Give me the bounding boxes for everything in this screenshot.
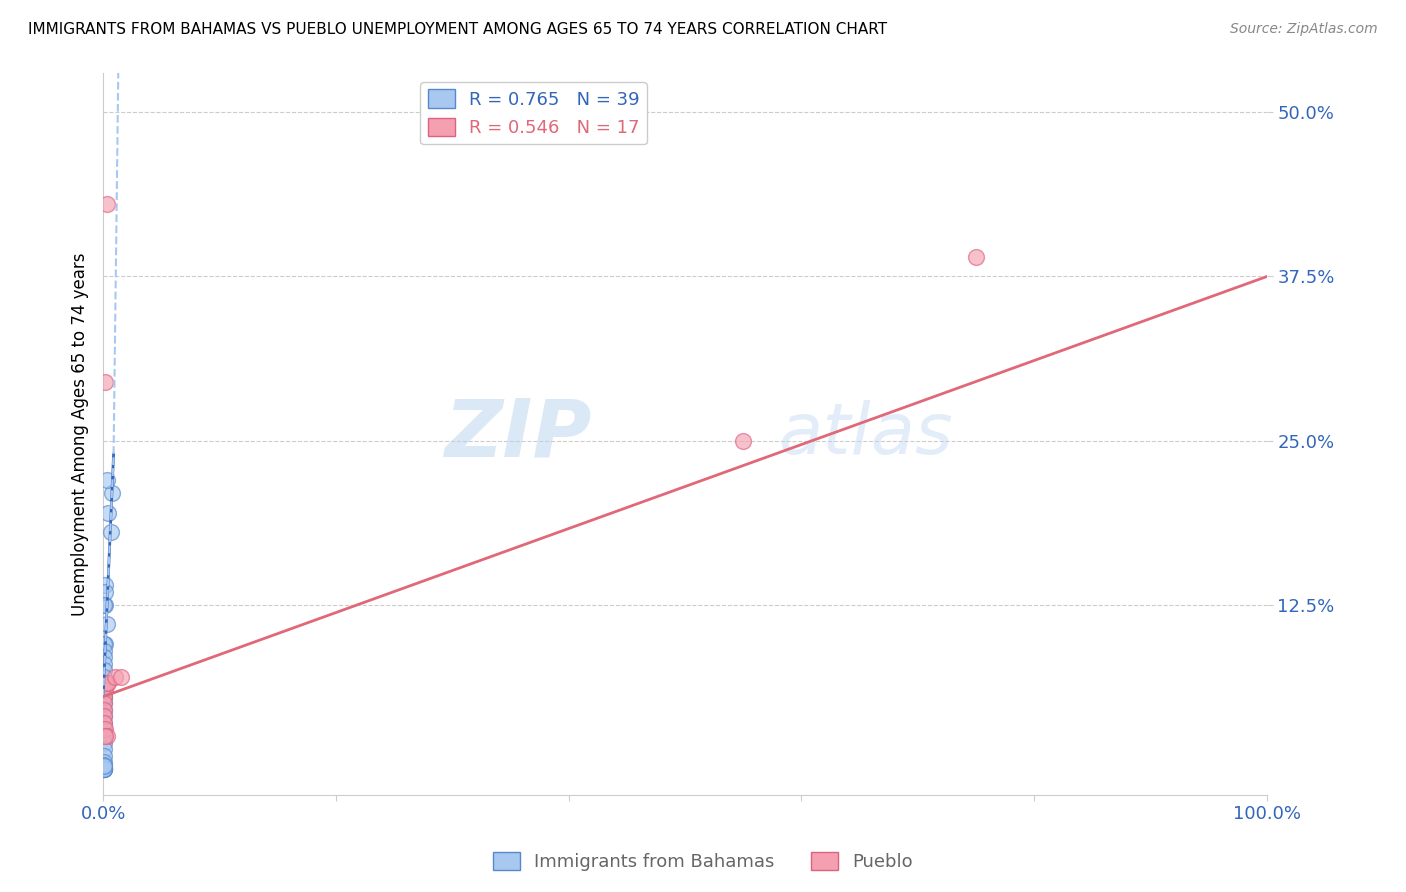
Point bbox=[93, 598, 115, 612]
Point bbox=[94, 676, 117, 690]
Point bbox=[96, 729, 118, 743]
Point bbox=[94, 598, 117, 612]
Point bbox=[93, 748, 115, 763]
Point bbox=[93, 735, 115, 749]
Point bbox=[93, 696, 115, 710]
Point bbox=[93, 757, 115, 772]
Point bbox=[93, 709, 115, 723]
Legend: Immigrants from Bahamas, Pueblo: Immigrants from Bahamas, Pueblo bbox=[485, 845, 921, 879]
Point bbox=[100, 525, 122, 540]
Point bbox=[96, 473, 118, 487]
Text: ZIP: ZIP bbox=[444, 395, 592, 473]
Point bbox=[93, 729, 115, 743]
Point bbox=[97, 676, 120, 690]
Point bbox=[104, 670, 127, 684]
Point bbox=[93, 676, 115, 690]
Point bbox=[733, 434, 755, 448]
Point bbox=[101, 486, 124, 500]
Point bbox=[94, 375, 117, 389]
Point bbox=[93, 690, 115, 704]
Point bbox=[93, 650, 115, 665]
Point bbox=[93, 670, 115, 684]
Point bbox=[93, 759, 115, 773]
Point bbox=[93, 709, 115, 723]
Text: Source: ZipAtlas.com: Source: ZipAtlas.com bbox=[1230, 22, 1378, 37]
Point bbox=[965, 250, 987, 264]
Point bbox=[94, 729, 117, 743]
Point bbox=[94, 723, 117, 737]
Point bbox=[96, 617, 118, 632]
Point bbox=[96, 676, 118, 690]
Point bbox=[94, 676, 117, 690]
Point bbox=[93, 762, 115, 776]
Point bbox=[93, 762, 115, 776]
Point bbox=[93, 762, 115, 776]
Text: atlas: atlas bbox=[778, 400, 953, 468]
Point bbox=[93, 637, 115, 651]
Point bbox=[97, 506, 120, 520]
Point bbox=[93, 742, 115, 756]
Point bbox=[93, 643, 115, 657]
Point bbox=[93, 703, 115, 717]
Text: IMMIGRANTS FROM BAHAMAS VS PUEBLO UNEMPLOYMENT AMONG AGES 65 TO 74 YEARS CORRELA: IMMIGRANTS FROM BAHAMAS VS PUEBLO UNEMPL… bbox=[28, 22, 887, 37]
Point bbox=[93, 657, 115, 671]
Point bbox=[94, 637, 117, 651]
Point bbox=[94, 578, 117, 592]
Point bbox=[93, 715, 115, 730]
Point bbox=[93, 696, 115, 710]
Point bbox=[93, 723, 115, 737]
Point bbox=[93, 690, 115, 704]
Point bbox=[93, 664, 115, 678]
Point bbox=[93, 715, 115, 730]
Point bbox=[93, 756, 115, 770]
Legend: R = 0.765   N = 39, R = 0.546   N = 17: R = 0.765 N = 39, R = 0.546 N = 17 bbox=[420, 82, 647, 145]
Point bbox=[93, 703, 115, 717]
Point bbox=[93, 690, 115, 704]
Point bbox=[93, 683, 115, 698]
Point bbox=[96, 197, 118, 211]
Point bbox=[110, 670, 132, 684]
Y-axis label: Unemployment Among Ages 65 to 74 years: Unemployment Among Ages 65 to 74 years bbox=[72, 252, 89, 615]
Point bbox=[93, 762, 115, 776]
Point bbox=[93, 762, 115, 776]
Point bbox=[94, 584, 117, 599]
Point bbox=[94, 683, 117, 698]
